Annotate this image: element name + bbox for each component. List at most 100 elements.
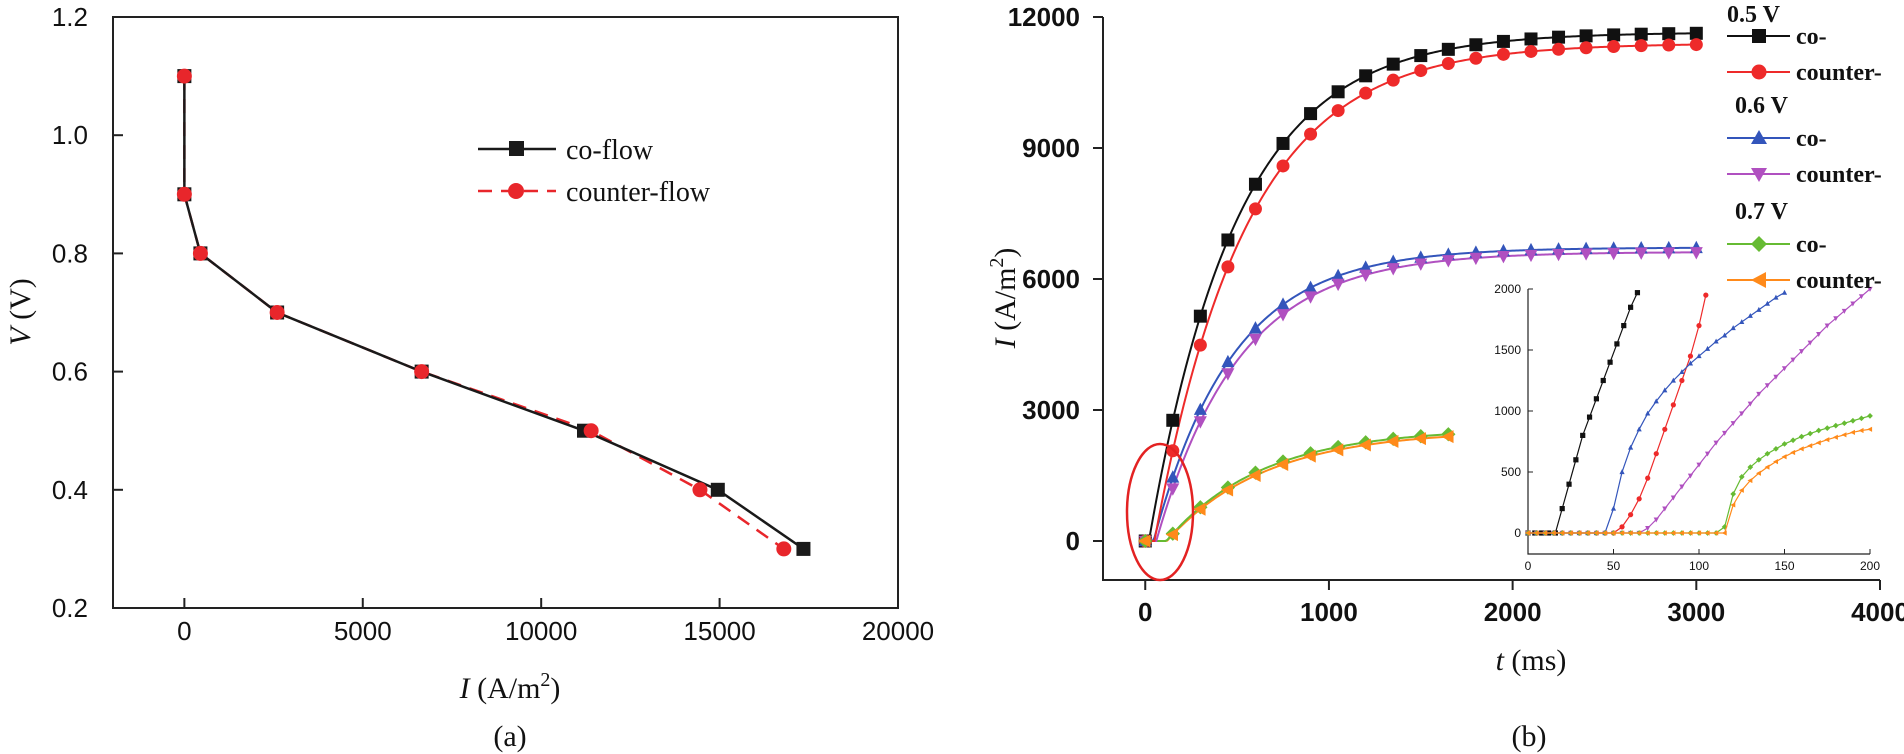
inset-data-point [1614, 341, 1620, 347]
inset-data-point [1824, 425, 1831, 431]
panel-a-y-axis-label: V (V) [4, 278, 37, 345]
inset-data-point [1525, 530, 1531, 536]
legend-counter-flow-label: counter-flow [566, 177, 711, 208]
inset-data-point [1850, 417, 1856, 424]
inset-data-point [1867, 413, 1873, 419]
panel-a-x-axis-label: I (A/m2) [459, 669, 561, 705]
inset-data-point [1645, 410, 1651, 416]
inset-data-point [1799, 349, 1805, 355]
inset-data-point [1621, 323, 1627, 329]
panel-b-data-point [1331, 268, 1345, 282]
inset-data-point [1593, 530, 1599, 536]
legend-group-0-5v: 0.5 V [1727, 2, 1781, 28]
inset-data-point [1696, 353, 1702, 359]
panel-b-x-tick-label: 1000 [1300, 597, 1358, 627]
panel-a-data-point [776, 541, 792, 557]
panel-b-x-tick-label: 2000 [1484, 597, 1542, 627]
panel-b-data-point [1276, 136, 1290, 150]
inset-data-point [1542, 530, 1548, 536]
panel-b-data-point [1386, 434, 1399, 448]
legend-0-5v-co-label: co- [1796, 24, 1827, 50]
inset-data-point [1858, 415, 1865, 422]
panel-b-data-point [1441, 430, 1454, 444]
panel-b-data-point [1496, 47, 1510, 61]
panel-b-data-point [1275, 457, 1289, 471]
inset-data-point [1747, 464, 1754, 470]
inset-data-point [1619, 530, 1625, 536]
legend-0-7v-co-marker [1751, 236, 1767, 252]
panel-b-data-point [1662, 27, 1676, 41]
legend-0-7v-co-label: co- [1796, 232, 1827, 258]
panel-a-x-tick-label: 5000 [334, 616, 392, 646]
legend-0-7v-co: co- [1727, 232, 1827, 258]
inset-data-point [1764, 464, 1770, 470]
inset-x-tick-label: 50 [1607, 559, 1621, 573]
panel-b-data-point [1552, 42, 1566, 56]
panel-b-data-point [1248, 333, 1262, 347]
panel-b-data-point [1386, 73, 1400, 87]
inset-data-point [1627, 530, 1633, 536]
legend-co-flow: co-flow [478, 135, 654, 166]
panel-b-x-ticks: 0 1000 2000 3000 4000 [1138, 580, 1904, 627]
panel-b-data-point [1193, 502, 1206, 516]
panel-b-data-point [1552, 248, 1566, 262]
inset-data-point [1816, 332, 1822, 337]
panel-b-data-point [1304, 107, 1318, 121]
inset-data-point [1687, 530, 1693, 536]
panel-a-data-point [192, 245, 208, 261]
inset-data-point [1730, 502, 1736, 508]
inset-data-point [1773, 445, 1779, 452]
panel-b-data-point [1303, 449, 1316, 463]
inset-data-point [1721, 524, 1728, 530]
inset-data-point [1730, 491, 1737, 497]
inset-data-point [1662, 426, 1668, 432]
panel-b-data-point [1276, 297, 1290, 310]
panel-b-data-point [1469, 252, 1483, 266]
inset-data-point [1764, 300, 1770, 306]
inset-data-point [1738, 474, 1745, 480]
inset-data-point [1807, 443, 1813, 449]
inset-data-point [1730, 421, 1736, 427]
inset-data-point [1533, 530, 1539, 536]
panel-b-data-point [1689, 38, 1703, 52]
inset-data-point [1619, 524, 1625, 530]
inset-x-tick-label: 150 [1774, 559, 1794, 573]
panel-b-data-point [1165, 528, 1179, 542]
inset-x-tick-label: 0 [1525, 559, 1532, 573]
inset-data-point [1687, 360, 1694, 366]
panel-b-data-point [1414, 64, 1428, 78]
panel-b-data-point [1221, 260, 1235, 274]
legend-0-6v-counter: counter- [1727, 162, 1882, 188]
panel-a-plot-frame [112, 16, 899, 609]
panel-a-data-point [176, 186, 192, 202]
inset-data-point [1602, 530, 1608, 536]
panel-b-data-point [1359, 269, 1373, 283]
panel-a-y-tick-label: 1.0 [52, 120, 88, 150]
panel-b-data-point [1689, 26, 1703, 40]
panel-b-data-point [1414, 49, 1428, 63]
inset-background [1504, 289, 1880, 578]
panel-a-series-line [183, 76, 805, 550]
inset-data-point [1703, 292, 1709, 298]
inset-data-point [1584, 530, 1590, 536]
inset-data-point [1636, 426, 1642, 432]
panel-b-data-point [1193, 402, 1207, 415]
inset-data-point [1679, 369, 1685, 375]
inset-data-point [1764, 450, 1771, 457]
inset-data-point [1764, 383, 1770, 389]
panel-a-y-tick-label: 0.2 [52, 593, 88, 623]
inset-y-tick-label: 0 [1514, 526, 1521, 540]
inset-data-point [1634, 290, 1641, 296]
inset-series [1525, 286, 1873, 536]
panel-b-data-point [1662, 247, 1676, 260]
inset-data-point [1619, 469, 1625, 475]
panel-b-data-point [1524, 32, 1538, 46]
inset-data-point [1755, 470, 1761, 476]
inset-data-point [1662, 506, 1668, 512]
inset-data-point [1670, 377, 1676, 383]
inset-data-point [1662, 387, 1668, 393]
panel-a-x-tick-label: 0 [177, 616, 191, 646]
panel-b-data-point [1441, 56, 1455, 70]
panel-b-x-tick-label: 4000 [1851, 597, 1904, 627]
